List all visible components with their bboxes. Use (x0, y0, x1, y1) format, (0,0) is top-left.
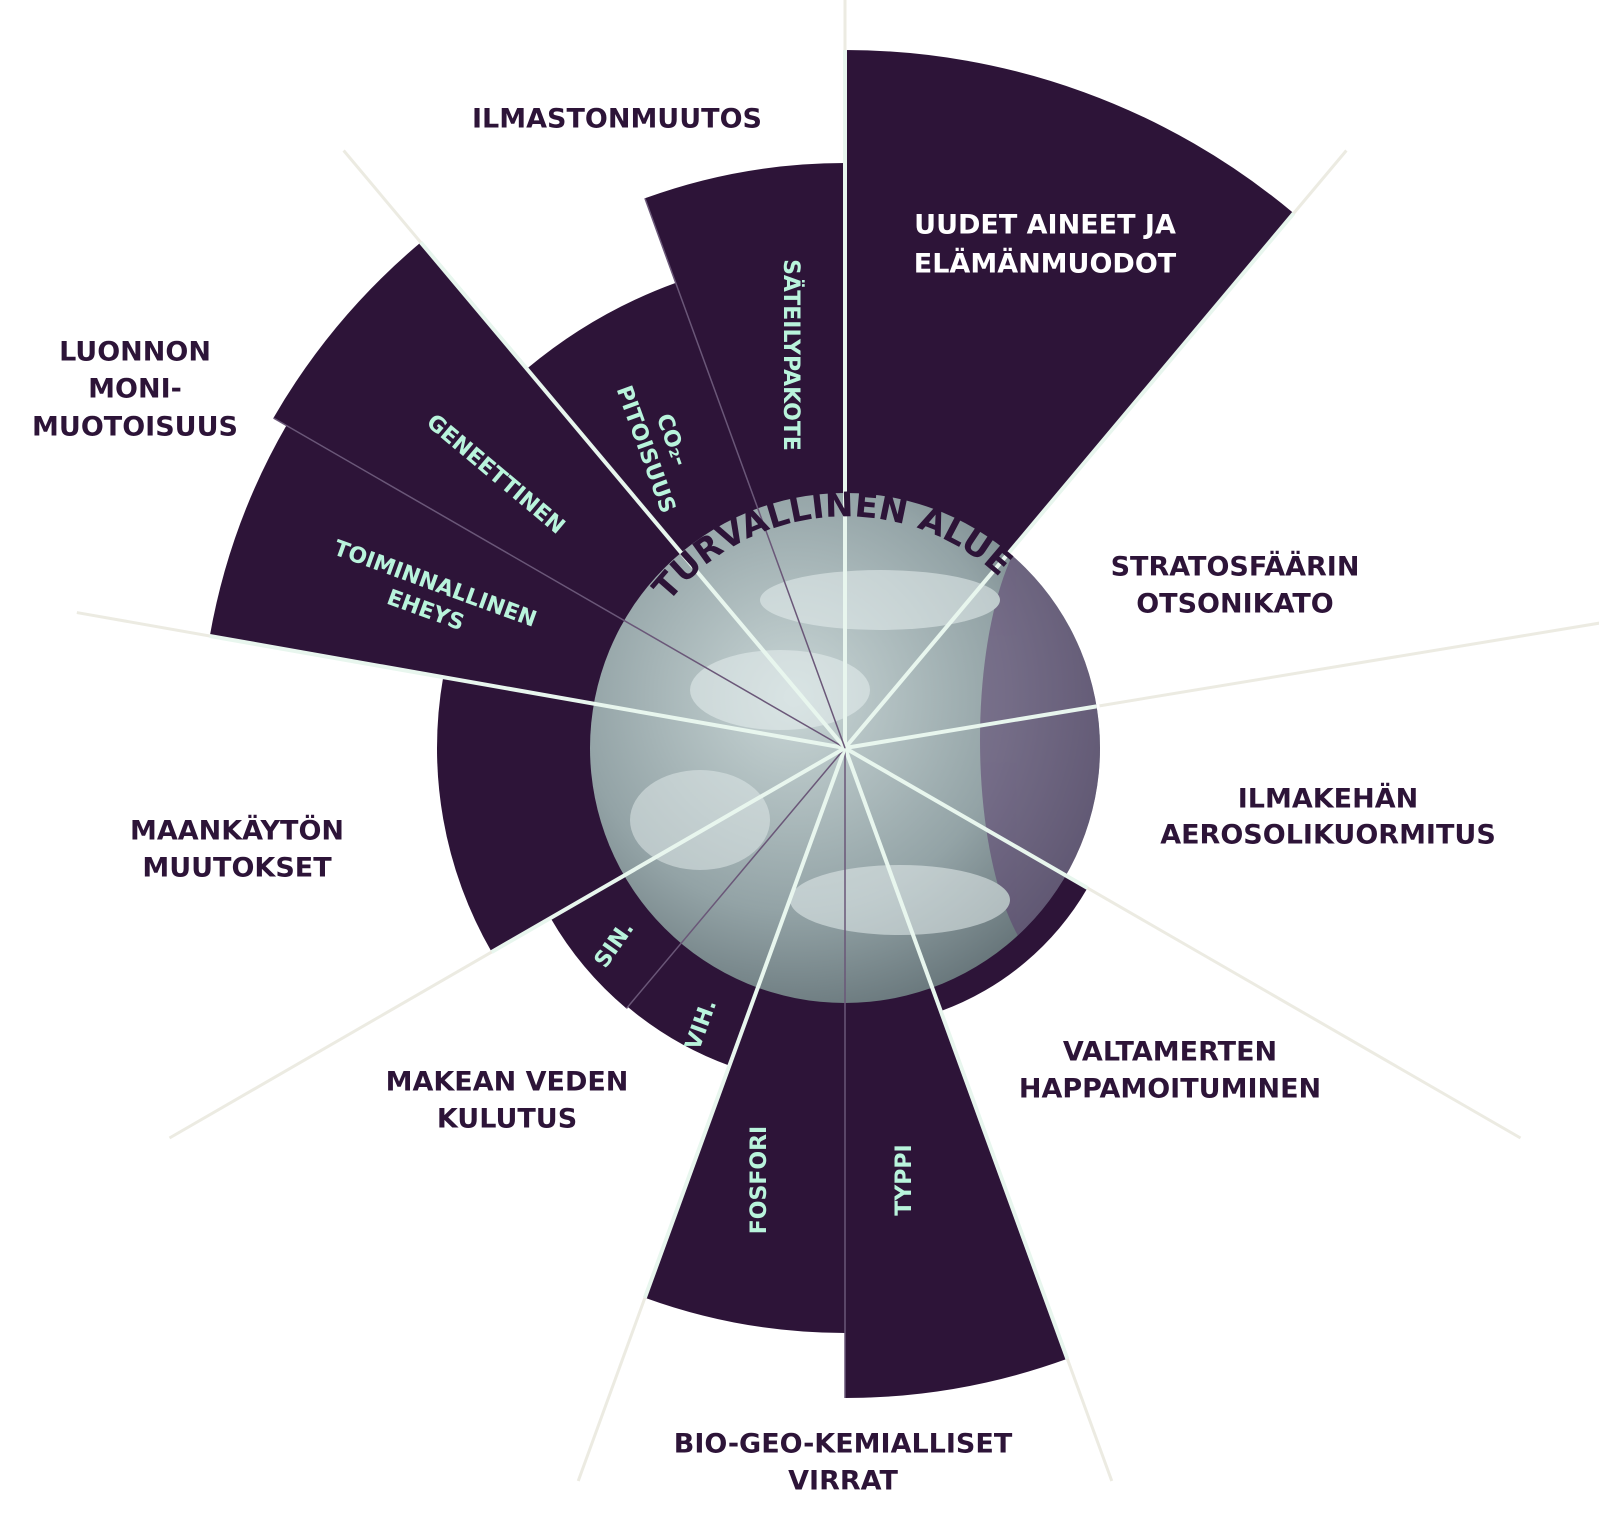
boundary-label: KULUTUS (437, 1104, 577, 1135)
sub-label: TYPPI (892, 1144, 917, 1215)
separator-line (1099, 621, 1599, 708)
sub-label: FOSFORI (747, 1126, 772, 1234)
boundary-label: MUOTOISUUS (32, 412, 238, 443)
boundary-label: UUDET AINEET JA (914, 210, 1176, 241)
boundary-label: ILMAKEHÄN (1238, 783, 1418, 815)
boundary-label: LUONNON (59, 337, 211, 368)
divider-line (843, 747, 1070, 1360)
separator-line (1067, 875, 1522, 1140)
boundary-label: BIO-GEO-KEMIALLISET (674, 1429, 1013, 1460)
boundary-label: MAANKÄYTÖN (130, 814, 344, 847)
divider-line (419, 241, 847, 750)
boundary-label: MONI- (88, 374, 182, 405)
boundary-label: VIRRAT (788, 1466, 898, 1497)
boundary-label: ELÄMÄNMUODOT (914, 248, 1177, 280)
sub-label: SÄTEILYPAKOTE (778, 259, 804, 451)
boundary-label: AEROSOLIKUORMITUS (1160, 820, 1496, 851)
divider-line (643, 747, 847, 1299)
divider-line (843, 212, 1296, 750)
boundary-label: MAKEAN VEDEN (386, 1067, 629, 1098)
boundary-label: MUUTOKSET (142, 853, 332, 884)
divider-line (273, 417, 846, 749)
divider-line (844, 704, 1097, 750)
boundary-label: VALTAMERTEN (1063, 1037, 1277, 1068)
divider-line (843, 746, 1089, 890)
divider-line (625, 747, 846, 1009)
boundary-label: OTSONIKATO (1136, 589, 1334, 620)
divider-line (644, 198, 846, 749)
boundary-label: ILMASTONMUUTOS (472, 104, 762, 135)
boundary-label: STRATOSFÄÄRIN (1111, 551, 1360, 583)
divider-line (490, 746, 846, 954)
boundary-label: HAPPAMOITUMINEN (1019, 1074, 1321, 1105)
divider-line (209, 634, 846, 750)
